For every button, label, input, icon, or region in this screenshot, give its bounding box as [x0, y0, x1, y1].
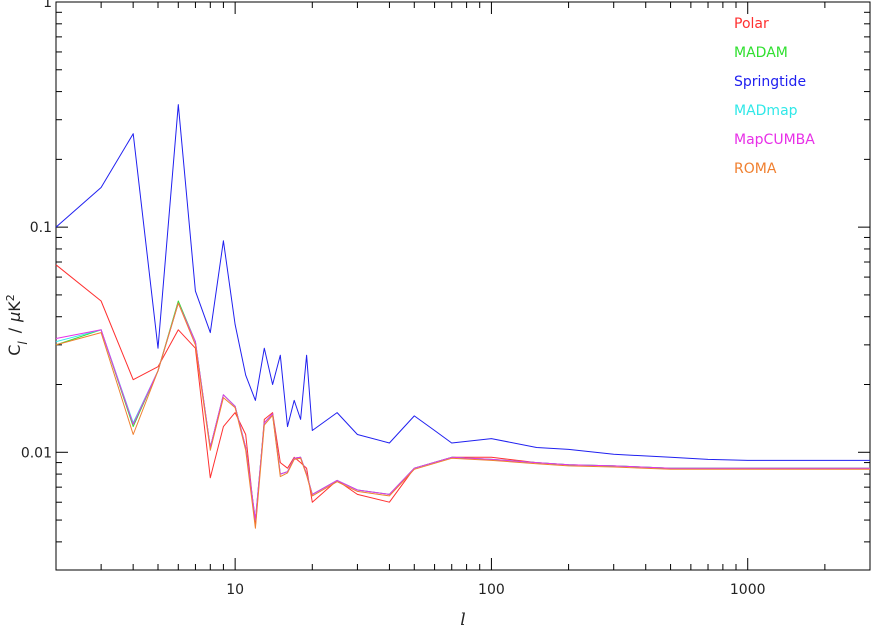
- minor-ticks: [55, 2, 871, 571]
- y-axis-label: Cl / μK2: [4, 294, 31, 356]
- y-label-k: K: [5, 301, 24, 312]
- y-tick-label: 0.1: [30, 220, 52, 236]
- y-label-mu: μ: [5, 312, 24, 323]
- plot-frame: [55, 1, 871, 571]
- y-tick-label: 1: [43, 0, 52, 11]
- legend-entry-madam: MADAM: [734, 45, 788, 61]
- x-tick-label: 10: [226, 582, 244, 598]
- major-ticks: [56, 1, 870, 570]
- legend-entry-roma: ROMA: [734, 161, 777, 177]
- y-tick-label: 0.01: [21, 445, 52, 461]
- legend-entry-springtide: Springtide: [734, 74, 806, 90]
- legend-entry-polar: Polar: [734, 16, 769, 32]
- series-line-madmap: [55, 302, 870, 521]
- x-tick-label: 100: [478, 582, 505, 598]
- x-tick-label: 1000: [730, 582, 766, 598]
- x-axis-label: l: [460, 610, 465, 627]
- series-group: [55, 104, 870, 529]
- series-line-springtide: [55, 104, 870, 461]
- series-line-madam: [55, 300, 870, 521]
- legend-entry-madmap: MADmap: [734, 103, 798, 119]
- x-tick-labels: 10 100 1000: [226, 582, 765, 598]
- y-label-c: C: [5, 345, 24, 356]
- y-tick-labels: 0.01 0.1 1: [21, 0, 52, 461]
- legend-entry-mapcumba: MapCUMBA: [734, 132, 815, 148]
- y-label-sub: l: [16, 341, 30, 345]
- series-line-roma: [55, 302, 870, 529]
- y-label-sup: 2: [4, 294, 17, 301]
- y-label-slash: /: [5, 327, 24, 333]
- legend: Polar MADAM Springtide MADmap MapCUMBA ROMA: [734, 16, 815, 177]
- series-line-mapcumba: [55, 302, 870, 521]
